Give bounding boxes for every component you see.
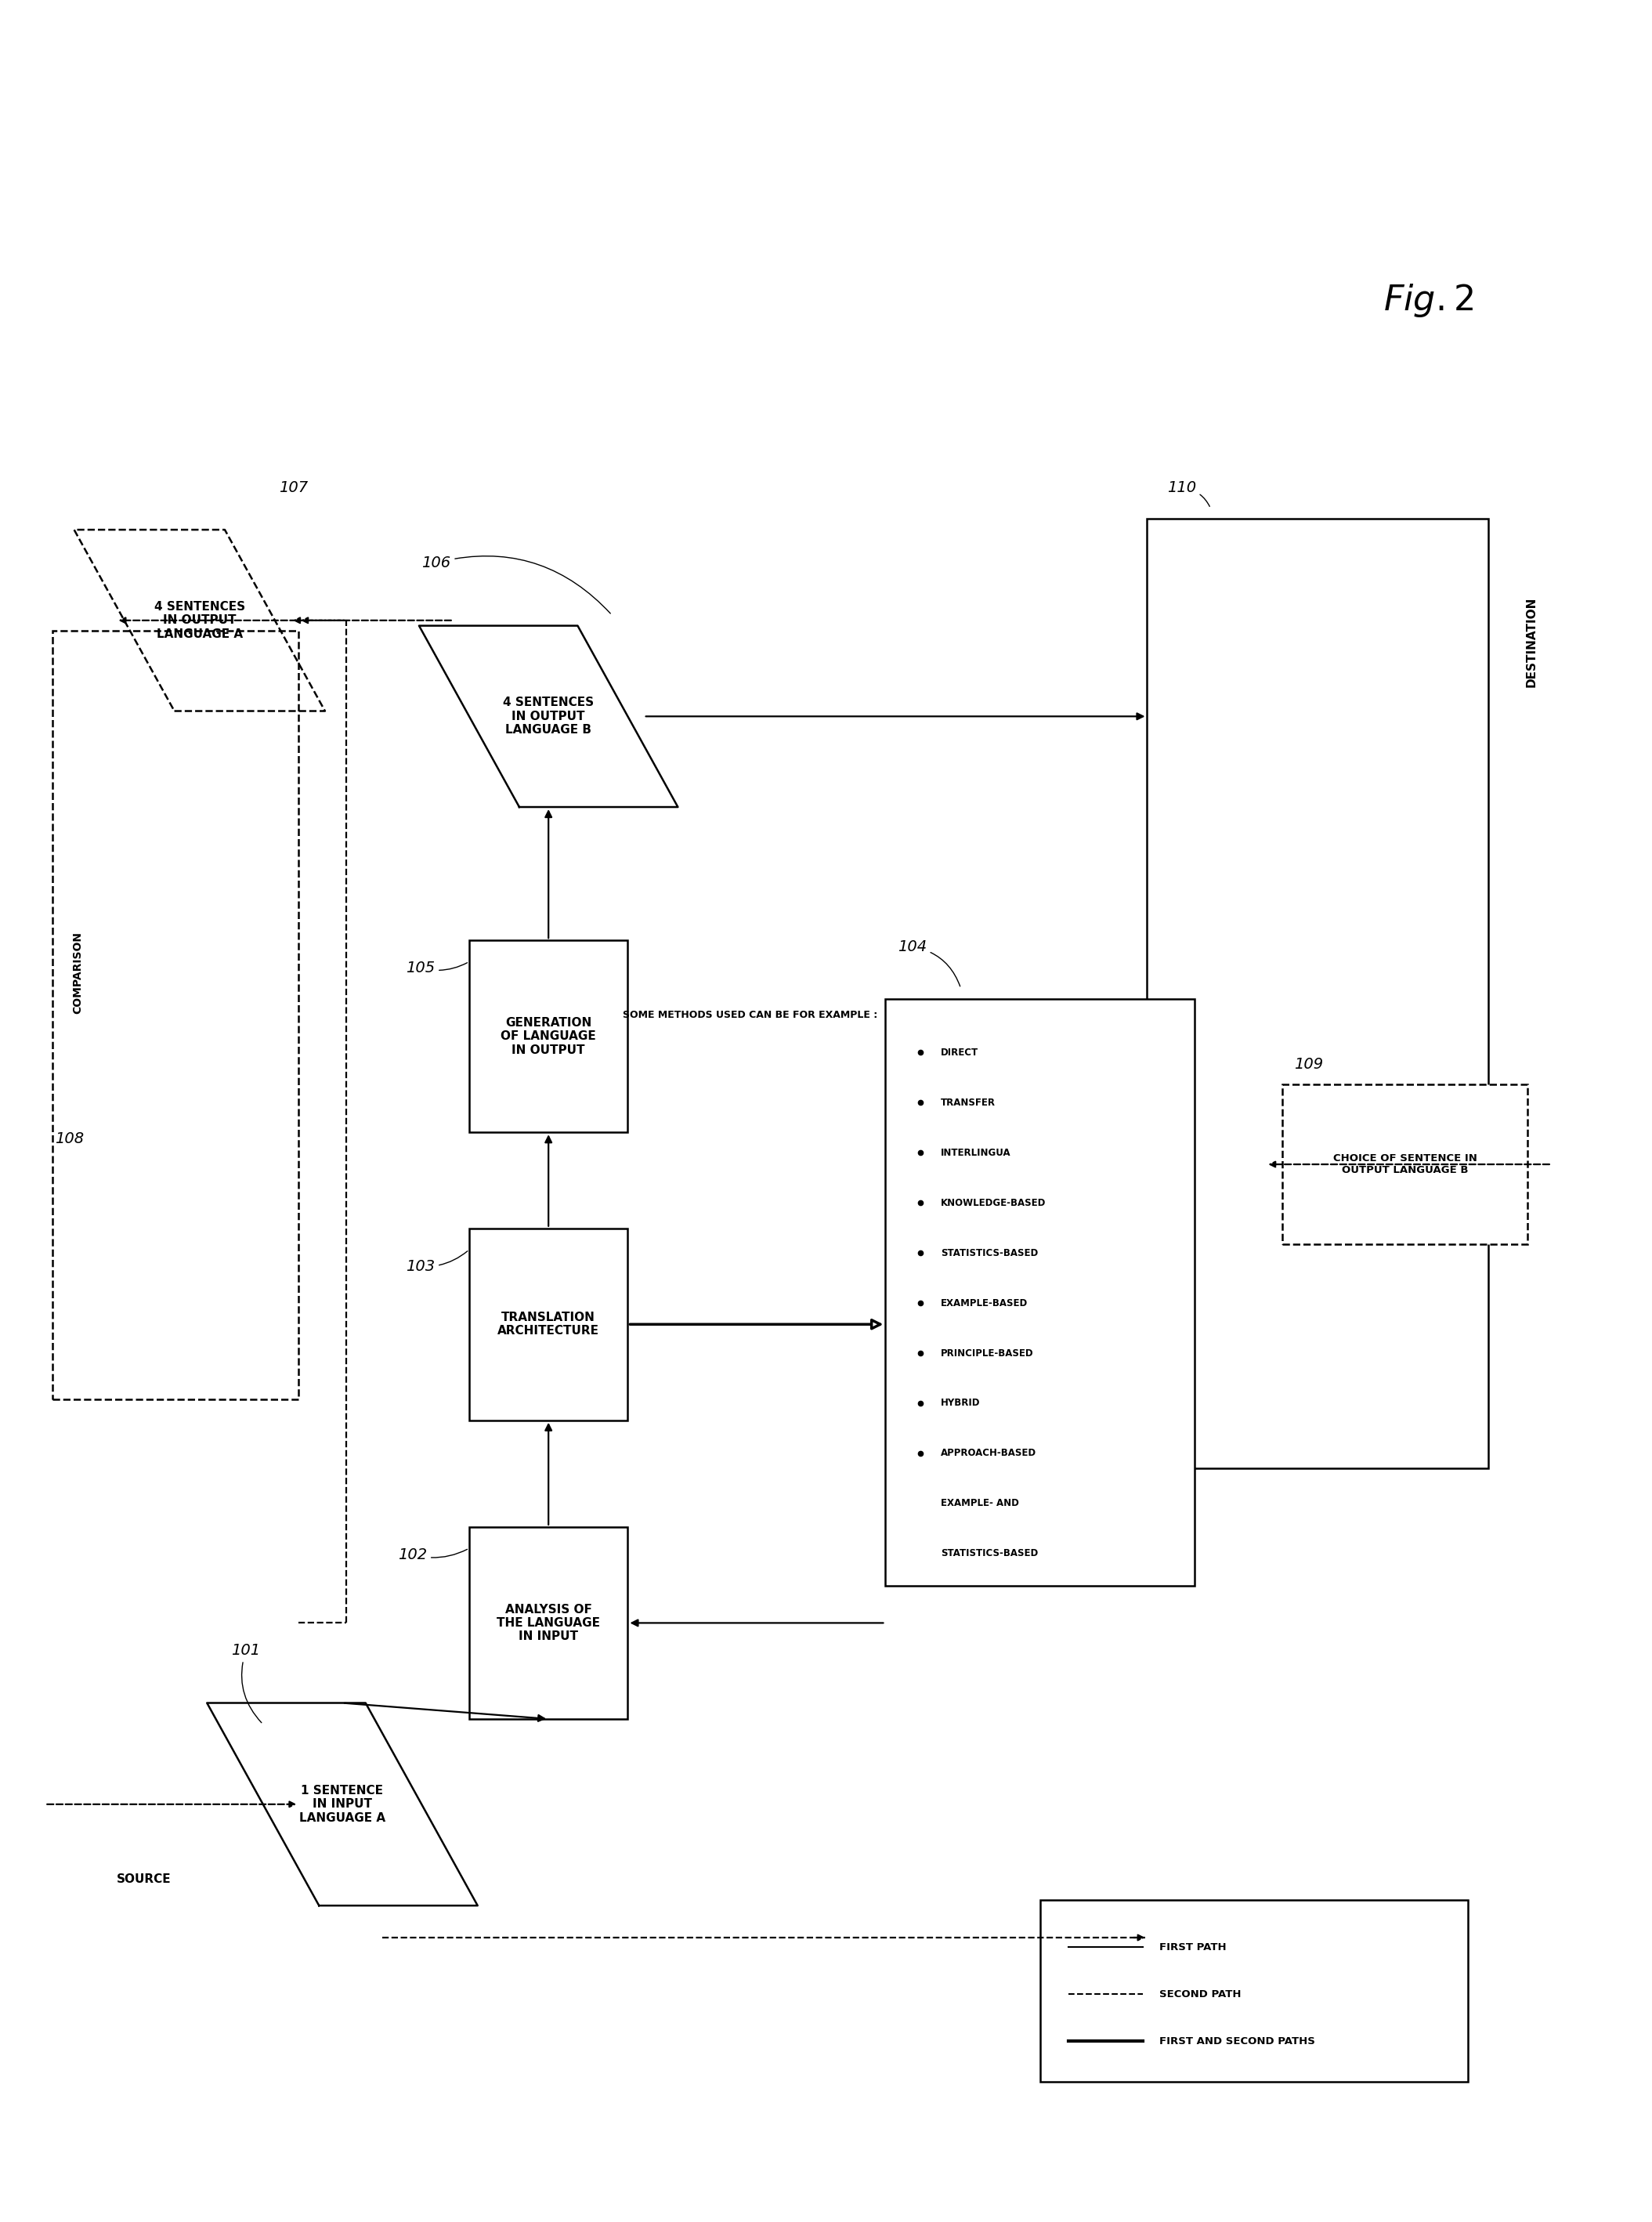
Text: FIRST AND SECOND PATHS: FIRST AND SECOND PATHS (1160, 2035, 1315, 2046)
Text: INTERLINGUA: INTERLINGUA (942, 1147, 1011, 1158)
Bar (885, 1000, 1194, 1587)
Text: EXAMPLE-BASED: EXAMPLE-BASED (942, 1298, 1028, 1309)
Text: 102: 102 (398, 1547, 468, 1562)
Text: SOURCE: SOURCE (117, 1873, 172, 1884)
Text: 105: 105 (406, 960, 468, 975)
Text: SOME METHODS USED CAN BE FOR EXAMPLE :: SOME METHODS USED CAN BE FOR EXAMPLE : (623, 1009, 877, 1020)
Text: 108: 108 (55, 1131, 84, 1147)
Text: 110: 110 (1166, 480, 1209, 507)
Text: 106: 106 (421, 556, 611, 613)
Text: EXAMPLE- AND: EXAMPLE- AND (942, 1498, 1019, 1509)
Text: 104: 104 (897, 940, 960, 987)
Bar (1146, 520, 1488, 1469)
Text: KNOWLEDGE-BASED: KNOWLEDGE-BASED (942, 1198, 1046, 1209)
Text: 101: 101 (231, 1644, 261, 1722)
Text: 107: 107 (279, 480, 307, 496)
Text: 1 SENTENCE
IN INPUT
LANGUAGE A: 1 SENTENCE IN INPUT LANGUAGE A (299, 1784, 385, 1824)
Text: 4 SENTENCES
IN OUTPUT
LANGUAGE B: 4 SENTENCES IN OUTPUT LANGUAGE B (502, 698, 595, 735)
Text: CHOICE OF SENTENCE IN
OUTPUT LANGUAGE B: CHOICE OF SENTENCE IN OUTPUT LANGUAGE B (1333, 1153, 1477, 1175)
Text: TRANSLATION
ARCHITECTURE: TRANSLATION ARCHITECTURE (497, 1311, 600, 1338)
Text: STATISTICS-BASED: STATISTICS-BASED (942, 1249, 1039, 1258)
Text: TRANSFER: TRANSFER (942, 1098, 996, 1107)
Bar (1282, 1084, 1528, 1244)
Text: GENERATION
OF LANGUAGE
IN OUTPUT: GENERATION OF LANGUAGE IN OUTPUT (501, 1018, 596, 1055)
Bar (469, 1527, 628, 1720)
Bar (469, 940, 628, 1133)
Text: 4 SENTENCES
IN OUTPUT
LANGUAGE A: 4 SENTENCES IN OUTPUT LANGUAGE A (154, 600, 244, 640)
Text: ANALYSIS OF
THE LANGUAGE
IN INPUT: ANALYSIS OF THE LANGUAGE IN INPUT (497, 1604, 600, 1642)
Bar (53, 631, 299, 1400)
Text: $\mathit{Fig.2}$: $\mathit{Fig.2}$ (1384, 282, 1474, 318)
Text: DIRECT: DIRECT (942, 1047, 978, 1058)
Text: SECOND PATH: SECOND PATH (1160, 1989, 1241, 2000)
Bar (1041, 1900, 1469, 2082)
Bar (469, 1229, 628, 1420)
Text: DESTINATION: DESTINATION (1526, 595, 1538, 687)
Text: FIRST PATH: FIRST PATH (1160, 1942, 1226, 1953)
Text: PRINCIPLE-BASED: PRINCIPLE-BASED (942, 1349, 1034, 1358)
Text: 109: 109 (1294, 1058, 1323, 1071)
Text: 103: 103 (406, 1251, 468, 1273)
Text: COMPARISON: COMPARISON (73, 931, 83, 1013)
Text: STATISTICS-BASED: STATISTICS-BASED (942, 1549, 1039, 1558)
Text: HYBRID: HYBRID (942, 1398, 981, 1409)
Text: APPROACH-BASED: APPROACH-BASED (942, 1449, 1037, 1458)
